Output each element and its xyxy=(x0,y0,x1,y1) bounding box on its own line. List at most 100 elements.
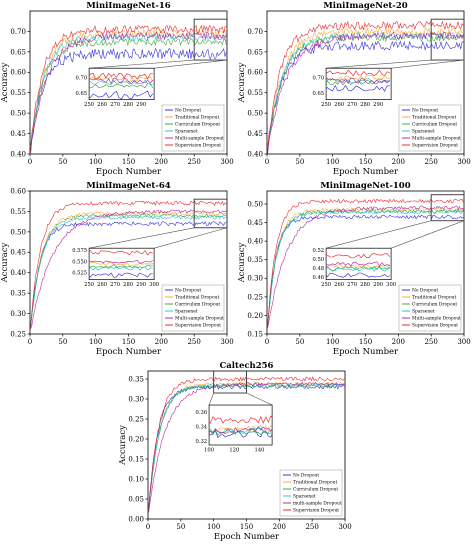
series-line xyxy=(30,29,227,146)
x-tick-label: 300 xyxy=(220,158,233,166)
chart-title: MiniImageNet-20 xyxy=(323,1,407,11)
legend-label: No Dropout xyxy=(412,289,438,294)
y-tick-label: 0.65 xyxy=(10,48,26,56)
x-tick-label: 250 xyxy=(424,158,437,166)
inset-y-tick-label: 0.50 xyxy=(313,257,325,263)
y-tick-label: 0.10 xyxy=(128,475,144,483)
series-line xyxy=(267,205,464,328)
chart-title: Caltech256 xyxy=(220,361,274,371)
y-axis-label: Accuracy xyxy=(237,62,247,103)
inset-frame xyxy=(208,404,273,446)
chart-svg: MiniImageNet-20 0 50 100 150 200 250 300 0.40 0.4… xyxy=(237,1,471,177)
x-tick-label: 200 xyxy=(392,158,405,166)
y-tick-label: 0.65 xyxy=(247,48,263,56)
y-tick-label: 0.40 xyxy=(247,150,263,158)
inset-series-line xyxy=(209,425,273,432)
legend-box xyxy=(398,284,462,332)
inset-frame xyxy=(325,247,392,281)
y-tick-label: 0.30 xyxy=(10,310,26,318)
series-group xyxy=(30,24,227,153)
y-axis-label: Accuracy xyxy=(0,242,10,283)
legend-label: Multi-sample Dropout xyxy=(412,317,461,322)
y-tick-label: 0.55 xyxy=(10,208,26,216)
legend-label: Sparsenet xyxy=(412,130,435,135)
legend-label: Traditional Dropout xyxy=(293,481,337,486)
series-line xyxy=(30,215,227,326)
inset-x-tick-label: 260 xyxy=(97,102,107,108)
x-tick-label: 300 xyxy=(220,338,233,346)
series-line xyxy=(30,37,227,146)
inset-x-tick-label: 300 xyxy=(149,282,159,288)
inset-x-tick-label: 250 xyxy=(321,102,331,108)
series-line xyxy=(267,31,464,154)
legend-label: Multi-sample Dropout xyxy=(175,317,224,322)
y-tick-label: 0.50 xyxy=(10,228,26,236)
inset-series-group xyxy=(326,69,391,92)
x-axis-label: Epoch Number xyxy=(96,347,162,357)
legend-label: Sparsenet xyxy=(175,130,198,135)
y-tick-label: 0.40 xyxy=(10,150,26,158)
chart-title: MiniImageNet-16 xyxy=(86,1,170,11)
inset-x-tick-label: 290 xyxy=(373,282,383,288)
legend-label: multi-sample Dropout xyxy=(293,502,342,507)
legend-box xyxy=(161,104,225,152)
x-tick-label: 50 xyxy=(295,158,304,166)
legend-label: Supervision Dropout xyxy=(293,509,339,514)
x-tick-label: 0 xyxy=(265,158,269,166)
y-tick-label: 0.70 xyxy=(10,28,26,36)
x-tick-label: 200 xyxy=(155,338,168,346)
x-tick-label: 200 xyxy=(155,158,168,166)
inset-series-line xyxy=(326,79,390,86)
x-tick-label: 100 xyxy=(207,523,220,531)
y-tick-label: 0.30 xyxy=(247,275,263,283)
inset-connector xyxy=(246,392,273,406)
series-line xyxy=(30,213,227,326)
x-tick-label: 200 xyxy=(273,523,286,531)
inset-x-tick-label: 140 xyxy=(255,448,265,454)
inset-series-group xyxy=(209,415,273,439)
x-tick-label: 0 xyxy=(28,338,32,346)
inset-x-tick-label: 260 xyxy=(97,282,107,288)
y-tick-label: 0.25 xyxy=(128,415,144,423)
inset-series-line xyxy=(89,90,154,100)
inset-x-tick-label: 280 xyxy=(360,102,370,108)
x-tick-label: 200 xyxy=(392,338,405,346)
x-tick-label: 100 xyxy=(326,158,339,166)
inset-x-tick-label: 260 xyxy=(334,102,344,108)
y-tick-label: 0.35 xyxy=(247,256,263,264)
y-tick-label: 0.50 xyxy=(247,200,263,208)
inset-x-tick-label: 250 xyxy=(321,282,331,288)
series-line xyxy=(267,33,464,146)
y-tick-label: 0.35 xyxy=(10,290,26,298)
series-line xyxy=(267,20,464,152)
legend-label: Sparsenet xyxy=(293,495,316,500)
series-line xyxy=(267,209,464,325)
x-tick-label: 50 xyxy=(58,158,67,166)
series-line xyxy=(30,24,227,151)
inset-connector xyxy=(326,220,432,249)
y-tick-label: 0.70 xyxy=(247,28,263,36)
y-tick-label: 0.45 xyxy=(10,249,26,257)
zoom-region xyxy=(430,18,465,61)
inset-x-tick-label: 260 xyxy=(334,282,344,288)
legend-box xyxy=(161,284,225,332)
y-axis-label: Accuracy xyxy=(118,425,128,466)
legend-label: Sparsenet xyxy=(175,310,198,315)
inset-series-group xyxy=(89,72,154,100)
inset-connector xyxy=(89,227,195,249)
x-tick-label: 100 xyxy=(89,338,102,346)
inset-connector xyxy=(391,220,465,249)
chart-panel-miniimagenet-20: MiniImageNet-20 0 50 100 150 200 250 300 0.40 0.4… xyxy=(237,0,474,180)
chart-title: MiniImageNet-64 xyxy=(86,181,170,191)
series-line xyxy=(267,208,464,325)
inset-y-tick-label: 0.550 xyxy=(72,259,87,265)
x-axis-label: Epoch Number xyxy=(333,347,399,357)
inset-series-line xyxy=(89,259,153,264)
legend-label: Sparsenet xyxy=(412,310,435,315)
inset-series-group xyxy=(89,250,153,278)
y-tick-label: 0.40 xyxy=(10,269,26,277)
chart-svg: MiniImageNet-100 0 50 100 150 200 250 300 0.15 0.… xyxy=(237,181,471,357)
legend-label: Supervision Dropout xyxy=(175,324,221,329)
x-tick-label: 300 xyxy=(457,158,470,166)
inset-series-group xyxy=(326,253,391,278)
